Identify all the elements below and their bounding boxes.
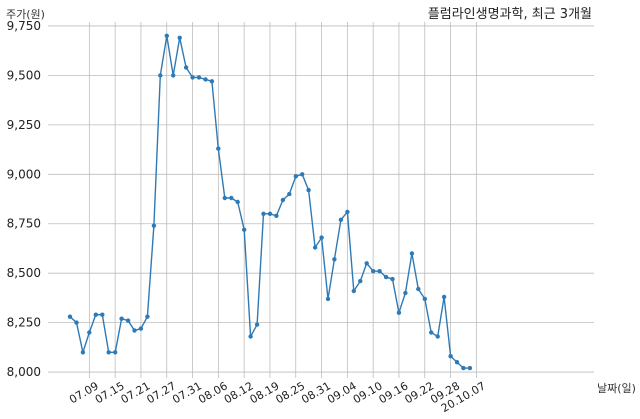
- data-point: [190, 75, 195, 80]
- data-point: [280, 197, 286, 203]
- data-point: [338, 217, 344, 222]
- data-point: [119, 316, 124, 321]
- x-axis-ticks: 07.0907.1507.2107.2707.3108.0608.1208.19…: [67, 379, 488, 415]
- data-point: [345, 209, 350, 215]
- chart-title: 플럼라인생명과학, 최근 3개월: [428, 7, 592, 22]
- data-point: [371, 269, 376, 274]
- data-point: [125, 318, 131, 323]
- data-point: [454, 360, 460, 365]
- data-point: [242, 227, 247, 232]
- data-point: [325, 296, 331, 302]
- data-point: [132, 328, 137, 333]
- data-point: [274, 213, 279, 218]
- data-point: [461, 365, 466, 371]
- data-point: [254, 322, 260, 327]
- data-point: [106, 350, 111, 355]
- data-point: [67, 314, 73, 319]
- y-axis-label: 주가(원): [6, 8, 45, 21]
- data-point: [248, 334, 253, 339]
- gridlines: [48, 22, 594, 378]
- y-tick-label: 8,500: [7, 266, 41, 280]
- x-axis-label: 날짜(일): [597, 381, 636, 395]
- data-point: [293, 174, 298, 179]
- y-tick-label: 8,750: [7, 217, 41, 231]
- data-point: [216, 146, 221, 151]
- data-point: [267, 211, 273, 216]
- data-point: [164, 33, 169, 38]
- data-point: [409, 251, 415, 256]
- data-point: [113, 350, 118, 355]
- data-point: [403, 290, 408, 296]
- data-point: [467, 365, 473, 371]
- data-point: [448, 354, 453, 359]
- y-tick-label: 9,250: [7, 118, 41, 132]
- data-point: [351, 288, 356, 294]
- data-point: [416, 286, 421, 292]
- data-point: [93, 312, 99, 317]
- data-point: [183, 65, 189, 70]
- data-point: [100, 312, 105, 317]
- data-point: [229, 195, 234, 201]
- data-point: [209, 79, 215, 84]
- data-point: [300, 172, 305, 177]
- data-point: [312, 245, 318, 250]
- data-point: [319, 235, 324, 240]
- data-point: [358, 278, 363, 284]
- data-point: [171, 73, 176, 78]
- data-point: [151, 223, 157, 228]
- y-tick-label: 8,000: [7, 365, 41, 379]
- data-point: [429, 330, 434, 335]
- data-point: [138, 326, 144, 331]
- y-tick-label: 9,000: [7, 167, 41, 181]
- data-point: [87, 330, 92, 335]
- data-point: [377, 269, 382, 274]
- data-point: [80, 350, 86, 355]
- data-point: [177, 35, 182, 40]
- data-point: [235, 199, 240, 205]
- data-point: [222, 195, 227, 201]
- y-tick-label: 9,500: [7, 68, 41, 82]
- y-axis-ticks: 8,000 8,250 8,500 8,750 9,000 9,250 9,500 9,750: [7, 19, 41, 379]
- data-point: [390, 276, 395, 282]
- data-point: [287, 191, 292, 197]
- y-tick-label: 8,250: [7, 316, 41, 330]
- price-data-points: [67, 33, 473, 371]
- data-point: [435, 334, 440, 339]
- data-point: [158, 73, 163, 78]
- y-tick-label: 9,750: [7, 19, 41, 33]
- data-point: [74, 320, 79, 325]
- data-point: [145, 314, 150, 319]
- data-point: [383, 274, 389, 280]
- data-point: [396, 310, 402, 315]
- data-point: [196, 75, 202, 80]
- data-point: [261, 211, 266, 216]
- data-point: [203, 77, 208, 82]
- data-point: [441, 294, 447, 300]
- data-point: [422, 296, 427, 302]
- data-point: [332, 257, 337, 262]
- data-point: [306, 187, 311, 193]
- data-point: [364, 261, 369, 266]
